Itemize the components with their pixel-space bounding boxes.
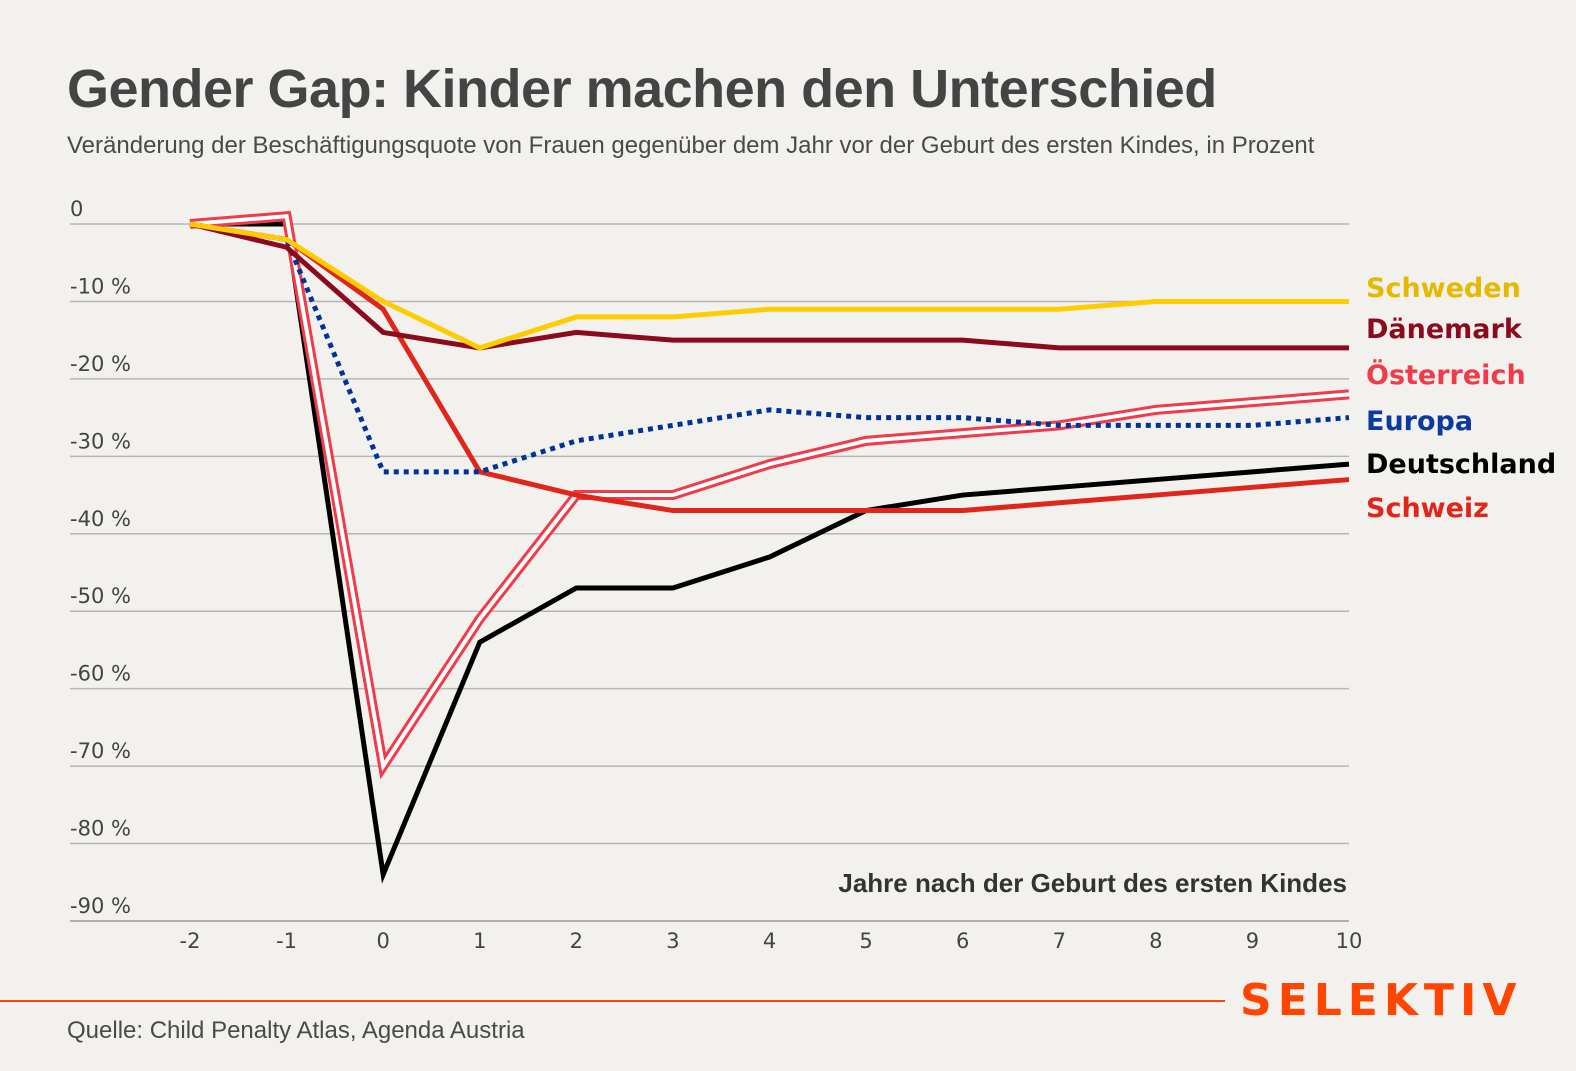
- legend-label-deutschland: Deutschland: [1366, 449, 1556, 480]
- y-axis-ticks: 0 -10 % -20 % -30 % -40 % -50 % -60 % -70 % -80 …: [70, 197, 131, 918]
- chart-subtitle: Veränderung der Beschäftigungsquote von …: [67, 132, 1315, 159]
- x-tick-label: -2: [180, 929, 201, 953]
- series-oesterreich-inner: [189, 214, 1350, 772]
- y-tick-label: -60 %: [70, 662, 131, 686]
- y-tick-label: -30 %: [70, 429, 131, 453]
- x-axis-label: Jahre nach der Geburt des ersten Kindes: [838, 868, 1347, 898]
- footer-divider: [0, 1000, 1225, 1002]
- x-tick-label: 0: [376, 929, 389, 953]
- x-tick-label: 8: [1149, 929, 1162, 953]
- series-oesterreich: [189, 210, 1350, 780]
- legend-label-schweiz: Schweiz: [1366, 493, 1489, 524]
- series-schweden: [189, 221, 1349, 351]
- x-tick-label: 3: [666, 929, 679, 953]
- series-schweden-line: [189, 221, 1349, 351]
- series-lines: [189, 210, 1350, 884]
- y-tick-label: -20 %: [70, 352, 131, 376]
- y-tick-label: -80 %: [70, 817, 131, 841]
- series-europa-line: [189, 221, 1350, 475]
- legend-label-schweden: Schweden: [1366, 273, 1521, 304]
- y-tick-label: -50 %: [70, 584, 131, 608]
- series-deutschland: [190, 221, 1350, 884]
- legend-label-europa: Europa: [1366, 406, 1473, 437]
- gridlines: [70, 223, 1349, 922]
- series-daenemark-line: [189, 221, 1349, 351]
- series-schweiz-line: [189, 221, 1350, 514]
- y-tick-label: 0: [70, 197, 83, 221]
- y-tick-label: -70 %: [70, 739, 131, 763]
- x-tick-label: 9: [1246, 929, 1259, 953]
- series-deutschland-line: [190, 221, 1350, 884]
- x-tick-label: -1: [276, 929, 297, 953]
- legend-label-oesterreich: Österreich: [1366, 358, 1526, 391]
- x-tick-label: 10: [1336, 929, 1363, 953]
- x-tick-label: 5: [859, 929, 872, 953]
- x-tick-label: 2: [570, 929, 583, 953]
- x-axis-ticks: -2 -1 0 1 2 3 4 5 6 7 8 9 10: [180, 929, 1363, 953]
- source-note: Quelle: Child Penalty Atlas, Agenda Aust…: [67, 1017, 525, 1044]
- series-europa: [189, 221, 1350, 475]
- y-tick-label: -40 %: [70, 507, 131, 531]
- y-tick-label: -90 %: [70, 894, 131, 918]
- x-tick-label: 7: [1053, 929, 1066, 953]
- legend: Schweden Dänemark Österreich Europa Deutschl…: [1366, 273, 1556, 524]
- y-tick-label: -10 %: [70, 274, 131, 298]
- x-tick-label: 1: [473, 929, 486, 953]
- x-tick-label: 4: [763, 929, 776, 953]
- legend-label-daenemark: Dänemark: [1366, 314, 1523, 345]
- brand-logo: SELEKTIV: [1240, 975, 1523, 1026]
- x-tick-label: 6: [956, 929, 969, 953]
- series-daenemark: [189, 221, 1349, 351]
- series-schweiz: [189, 221, 1350, 514]
- chart-title: Gender Gap: Kinder machen den Unterschie…: [67, 59, 1217, 119]
